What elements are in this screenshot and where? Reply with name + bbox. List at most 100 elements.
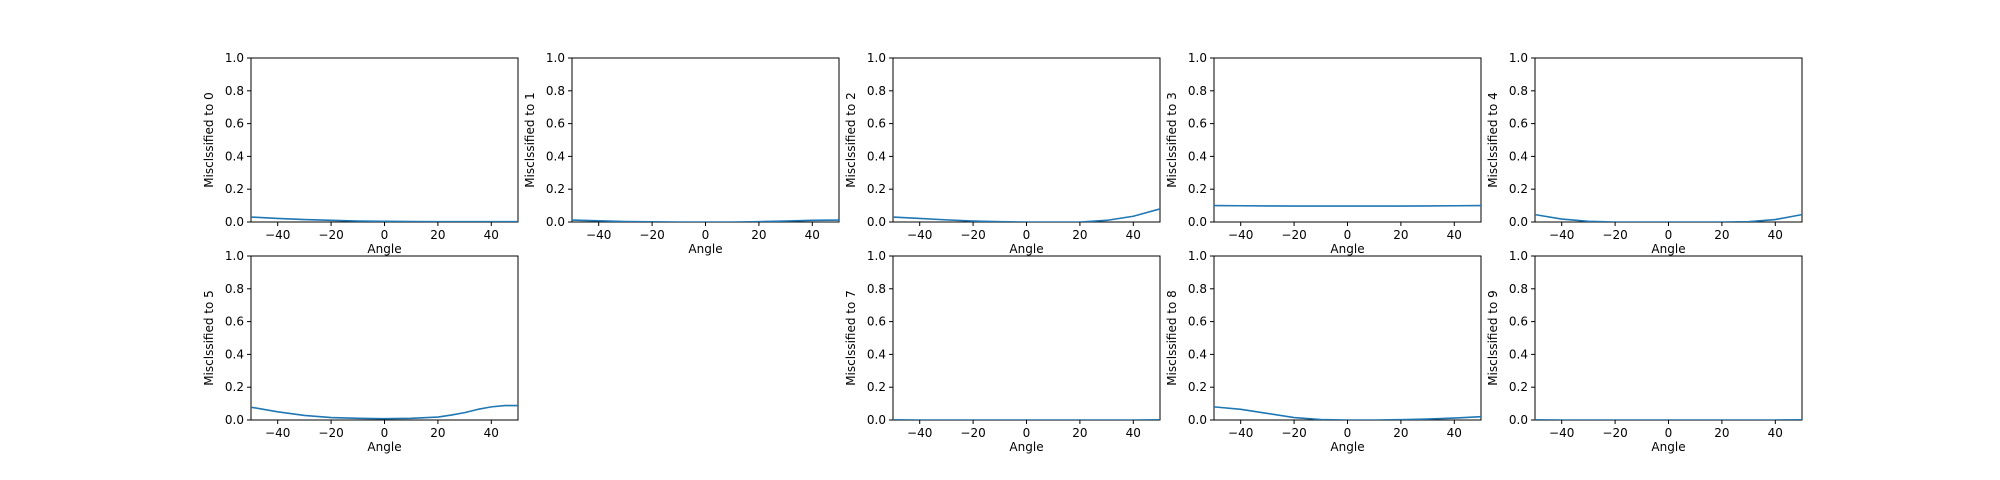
subplot-3: −40 −20 0 20 40 0.0 0.2 0.4 0.6 0.8 1.0 Angle Miscls… bbox=[1165, 51, 1482, 256]
x-axis-label: Angle bbox=[1330, 242, 1364, 256]
y-axis-label: Misclssified to 4 bbox=[1486, 92, 1500, 188]
y-tick-label: 0.0 bbox=[1509, 215, 1528, 229]
y-tick-label: 1.0 bbox=[546, 51, 565, 65]
y-tick-label: 0.2 bbox=[1188, 380, 1207, 394]
y-tick-label: 0.6 bbox=[867, 315, 886, 329]
y-tick-label: 0.6 bbox=[1509, 315, 1528, 329]
y-tick-label: 0.0 bbox=[225, 413, 244, 427]
x-tick-label: −40 bbox=[907, 426, 932, 440]
series-line bbox=[251, 404, 518, 420]
y-tick-label: 0.8 bbox=[1188, 84, 1207, 98]
y-axis-label: Misclssified to 0 bbox=[202, 92, 216, 188]
subplot-5: −40 −20 0 20 40 0.0 0.2 0.4 0.6 0.8 1.0 Angle Miscls… bbox=[202, 249, 519, 454]
y-tick-label: 0.0 bbox=[1509, 413, 1528, 427]
y-axis-label: Misclssified to 7 bbox=[844, 290, 858, 386]
x-tick-label: −20 bbox=[318, 228, 343, 242]
x-axis-label: Angle bbox=[367, 242, 401, 256]
y-tick-label: 0.6 bbox=[867, 117, 886, 131]
x-tick-label: 40 bbox=[1126, 426, 1141, 440]
x-tick-label: −40 bbox=[1549, 228, 1574, 242]
y-tick-label: 0.4 bbox=[867, 149, 886, 163]
x-tick-label: −20 bbox=[960, 228, 985, 242]
y-tick-label: 0.2 bbox=[1188, 182, 1207, 196]
x-axis-label: Angle bbox=[688, 242, 722, 256]
y-tick-label: 0.6 bbox=[1509, 117, 1528, 131]
y-tick-label: 0.2 bbox=[867, 182, 886, 196]
series-line bbox=[893, 208, 1160, 222]
subplot-7: −40 −20 0 20 40 0.0 0.2 0.4 0.6 0.8 1.0 Angle Miscls… bbox=[1165, 249, 1482, 454]
subplot-4: −40 −20 0 20 40 0.0 0.2 0.4 0.6 0.8 1.0 Angle Miscls… bbox=[1486, 51, 1803, 256]
x-tick-label: 40 bbox=[1447, 426, 1462, 440]
x-tick-label: 20 bbox=[1072, 426, 1087, 440]
y-axis-label: Misclssified to 2 bbox=[844, 92, 858, 188]
x-tick-label: −40 bbox=[1228, 228, 1253, 242]
y-tick-label: 0.0 bbox=[546, 215, 565, 229]
axes-frame bbox=[1534, 57, 1803, 223]
y-axis-label: Misclssified to 1 bbox=[523, 92, 537, 188]
y-tick-label: 0.2 bbox=[225, 182, 244, 196]
y-tick-label: 1.0 bbox=[867, 51, 886, 65]
x-tick-label: 40 bbox=[484, 426, 499, 440]
x-tick-label: 0 bbox=[1023, 228, 1031, 242]
axes-frame bbox=[250, 255, 519, 421]
series-line bbox=[1214, 406, 1481, 420]
x-tick-label: −20 bbox=[1602, 426, 1627, 440]
x-axis-label: Angle bbox=[1651, 440, 1685, 454]
y-tick-label: 0.4 bbox=[1509, 149, 1528, 163]
y-tick-label: 0.6 bbox=[225, 117, 244, 131]
axes-frame bbox=[571, 57, 840, 223]
series-line bbox=[251, 216, 518, 222]
series-line bbox=[572, 219, 839, 222]
x-tick-label: 20 bbox=[1072, 228, 1087, 242]
x-tick-label: 0 bbox=[381, 228, 389, 242]
x-tick-label: 20 bbox=[1393, 228, 1408, 242]
y-tick-label: 0.8 bbox=[867, 84, 886, 98]
x-tick-label: 0 bbox=[381, 426, 389, 440]
subplot-0: −40 −20 0 20 40 0.0 0.2 0.4 0.6 0.8 1.0 Angle Miscls… bbox=[202, 51, 519, 256]
x-tick-label: −40 bbox=[265, 426, 290, 440]
x-tick-label: −20 bbox=[1602, 228, 1627, 242]
y-tick-label: 1.0 bbox=[1188, 51, 1207, 65]
y-tick-label: 0.0 bbox=[225, 215, 244, 229]
y-tick-label: 0.6 bbox=[1188, 315, 1207, 329]
y-tick-label: 0.0 bbox=[1188, 215, 1207, 229]
x-tick-label: −20 bbox=[1281, 426, 1306, 440]
x-tick-label: −20 bbox=[1281, 228, 1306, 242]
y-tick-label: 1.0 bbox=[225, 249, 244, 263]
x-tick-label: 0 bbox=[1665, 228, 1673, 242]
y-tick-label: 0.4 bbox=[1188, 149, 1207, 163]
x-tick-label: 0 bbox=[1344, 228, 1352, 242]
x-tick-label: 20 bbox=[430, 228, 445, 242]
y-axis-label: Misclssified to 3 bbox=[1165, 92, 1179, 188]
x-tick-label: −20 bbox=[639, 228, 664, 242]
x-axis-label: Angle bbox=[1009, 242, 1043, 256]
x-tick-label: 20 bbox=[751, 228, 766, 242]
x-tick-label: 20 bbox=[1714, 228, 1729, 242]
x-axis-label: Angle bbox=[1009, 440, 1043, 454]
y-tick-label: 0.0 bbox=[1188, 413, 1207, 427]
y-tick-label: 1.0 bbox=[225, 51, 244, 65]
x-tick-label: −40 bbox=[907, 228, 932, 242]
subplot-2: −40 −20 0 20 40 0.0 0.2 0.4 0.6 0.8 1.0 Angle Miscls… bbox=[844, 51, 1161, 256]
x-axis-label: Angle bbox=[1330, 440, 1364, 454]
x-tick-label: 20 bbox=[430, 426, 445, 440]
y-tick-label: 0.4 bbox=[1509, 347, 1528, 361]
y-tick-label: 1.0 bbox=[867, 249, 886, 263]
x-tick-label: 0 bbox=[1665, 426, 1673, 440]
x-tick-label: 20 bbox=[1393, 426, 1408, 440]
x-tick-label: 40 bbox=[1126, 228, 1141, 242]
series-line bbox=[1535, 213, 1802, 222]
x-tick-label: 40 bbox=[1768, 426, 1783, 440]
y-tick-label: 0.2 bbox=[225, 380, 244, 394]
axes-frame bbox=[1213, 57, 1482, 223]
x-tick-label: −40 bbox=[1549, 426, 1574, 440]
y-tick-label: 0.4 bbox=[225, 149, 244, 163]
x-tick-label: −40 bbox=[586, 228, 611, 242]
y-tick-label: 0.2 bbox=[867, 380, 886, 394]
x-tick-label: 0 bbox=[1344, 426, 1352, 440]
y-tick-label: 0.8 bbox=[867, 282, 886, 296]
x-tick-label: 0 bbox=[702, 228, 710, 242]
y-tick-label: 0.6 bbox=[225, 315, 244, 329]
y-tick-label: 0.2 bbox=[546, 182, 565, 196]
y-tick-label: 0.6 bbox=[1188, 117, 1207, 131]
